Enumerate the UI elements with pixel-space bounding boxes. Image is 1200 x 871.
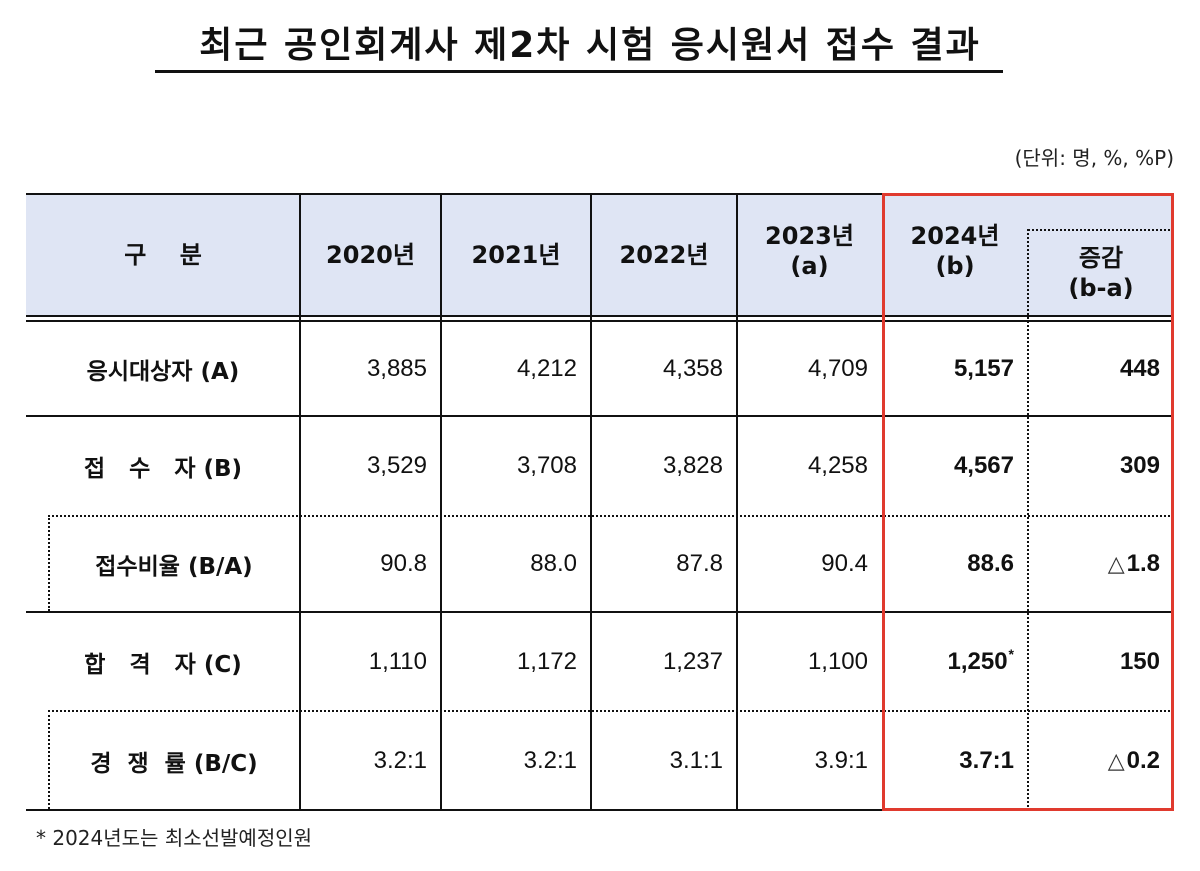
subrow-left-dotted	[48, 515, 50, 611]
col-divider	[299, 193, 301, 811]
title-underline	[155, 70, 1003, 73]
row-label-competition-ratio: 경 쟁 률 (B/C)	[90, 750, 258, 777]
footnote-mark: *	[1008, 645, 1014, 662]
cell-applicants-2022: 3,828	[662, 452, 723, 479]
header-col-2021: 2021년	[471, 241, 561, 269]
cell-applicants-2023: 4,258	[807, 452, 868, 479]
header-category: 구 분	[124, 241, 202, 269]
table-header	[26, 193, 1174, 317]
header-divider	[26, 320, 1174, 322]
cell-applicants-2021: 3,708	[516, 452, 577, 479]
row-divider-dotted	[48, 710, 1174, 712]
cell-eligible-2024: 5,157	[953, 354, 1014, 382]
col-divider	[590, 193, 592, 811]
cell-ratio-change: △ 0.2	[1107, 746, 1160, 774]
cell-ratio-2022: 3.1:1	[669, 746, 723, 774]
cell-applicants-2024: 4,567	[953, 452, 1014, 479]
header-divider	[26, 315, 1174, 317]
cell-rate-2022: 87.8	[676, 550, 723, 577]
unit-note: (단위: 명, %, %P)	[1014, 146, 1174, 170]
table-bottom-border	[26, 809, 1174, 811]
cell-rate-2021: 88.0	[530, 550, 577, 577]
header-col-change: 증감 (b-a)	[1068, 244, 1134, 302]
cell-passers-2023: 1,100	[807, 647, 868, 675]
col-divider	[440, 193, 442, 811]
cell-eligible-change: 448	[1119, 354, 1160, 382]
header-col-2020: 2020년	[326, 241, 415, 269]
change-header-dotted-top	[1028, 229, 1174, 231]
row-label-application-rate: 접수비율 (B/A)	[95, 554, 253, 580]
cell-ratio-2023: 3.9:1	[814, 746, 868, 774]
footnote: * 2024년도는 최소선발예정인원	[36, 826, 313, 850]
header-col-2023: 2023년 (a)	[765, 222, 854, 280]
cell-passers-2024: 1,250 *	[947, 645, 1014, 675]
row-label-eligible: 응시대상자 (A)	[86, 358, 240, 385]
row-label-passers: 합 격 자 (C)	[84, 651, 242, 678]
cell-applicants-change: 309	[1119, 452, 1160, 479]
cell-ratio-2021: 3.2:1	[523, 746, 577, 774]
row-divider	[26, 611, 1174, 613]
cell-eligible-2022: 4,358	[662, 354, 723, 382]
col-divider	[736, 193, 738, 811]
cell-ratio-2024: 3.7:1	[959, 746, 1014, 774]
page-title: 최근 공인회계사 제2차 시험 응시원서 접수 결과	[199, 25, 981, 66]
cell-passers-2022: 1,237	[662, 647, 723, 675]
row-label-applicants: 접 수 자 (B)	[83, 456, 243, 482]
decrease-triangle-icon: △	[1107, 551, 1125, 576]
header-col-2022: 2022년	[619, 241, 709, 269]
cell-eligible-2020: 3,885	[366, 354, 427, 382]
cell-rate-2024: 88.6	[967, 550, 1014, 577]
subrow-left-dotted	[48, 710, 50, 809]
cell-eligible-2023: 4,709	[807, 354, 868, 382]
header-col-2024: 2024년 (b)	[910, 222, 1000, 280]
cell-rate-2020: 90.8	[380, 550, 427, 577]
cell-applicants-2020: 3,529	[366, 452, 427, 479]
cell-eligible-2021: 4,212	[516, 354, 577, 382]
cell-ratio-2020: 3.2:1	[373, 746, 427, 774]
cell-rate-change: △ 1.8	[1107, 550, 1160, 577]
cell-passers-2020: 1,110	[368, 647, 427, 675]
cell-rate-2023: 90.4	[821, 550, 868, 577]
row-divider	[26, 415, 1174, 417]
col-divider-dotted	[1027, 229, 1029, 811]
cell-passers-2021: 1,172	[516, 647, 577, 675]
cell-passers-change: 150	[1119, 647, 1160, 675]
decrease-triangle-icon: △	[1107, 747, 1125, 773]
row-divider-dotted	[48, 515, 1174, 517]
